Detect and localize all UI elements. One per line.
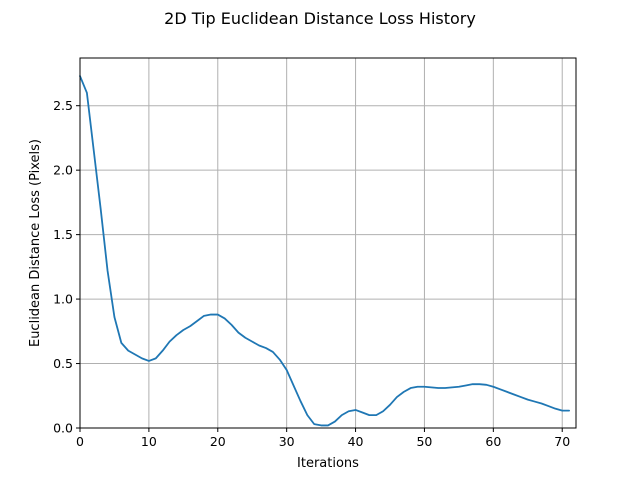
x-tick-label: 10	[141, 434, 157, 449]
x-tick-label: 70	[554, 434, 570, 449]
loss-series-line	[79, 75, 571, 427]
y-tick-label: 0.0	[53, 421, 73, 436]
x-axis-ticks: 0 10 20 30 40 50 60 70	[76, 428, 570, 449]
x-tick-label: 30	[279, 434, 295, 449]
chart-title: 2D Tip Euclidean Distance Loss History	[164, 9, 476, 28]
y-tick-label: 2.0	[53, 163, 73, 178]
x-axis-label: Iterations	[297, 456, 359, 471]
x-tick-label: 40	[348, 434, 364, 449]
x-tick-label: 50	[416, 434, 432, 449]
x-tick-label: 0	[76, 434, 84, 449]
plot-frame	[79, 57, 577, 429]
y-tick-label: 2.5	[53, 98, 73, 113]
y-tick-label: 1.5	[53, 227, 73, 242]
x-tick-label: 60	[485, 434, 501, 449]
y-axis-ticks: 0.0 0.5 1.0 1.5 2.0 2.5	[53, 98, 80, 436]
y-tick-label: 0.5	[53, 356, 73, 371]
x-tick-label: 20	[210, 434, 226, 449]
grid-lines	[79, 58, 576, 429]
y-axis-label: Euclidean Distance Loss (Pixels)	[28, 139, 43, 347]
y-tick-label: 1.0	[53, 292, 73, 307]
